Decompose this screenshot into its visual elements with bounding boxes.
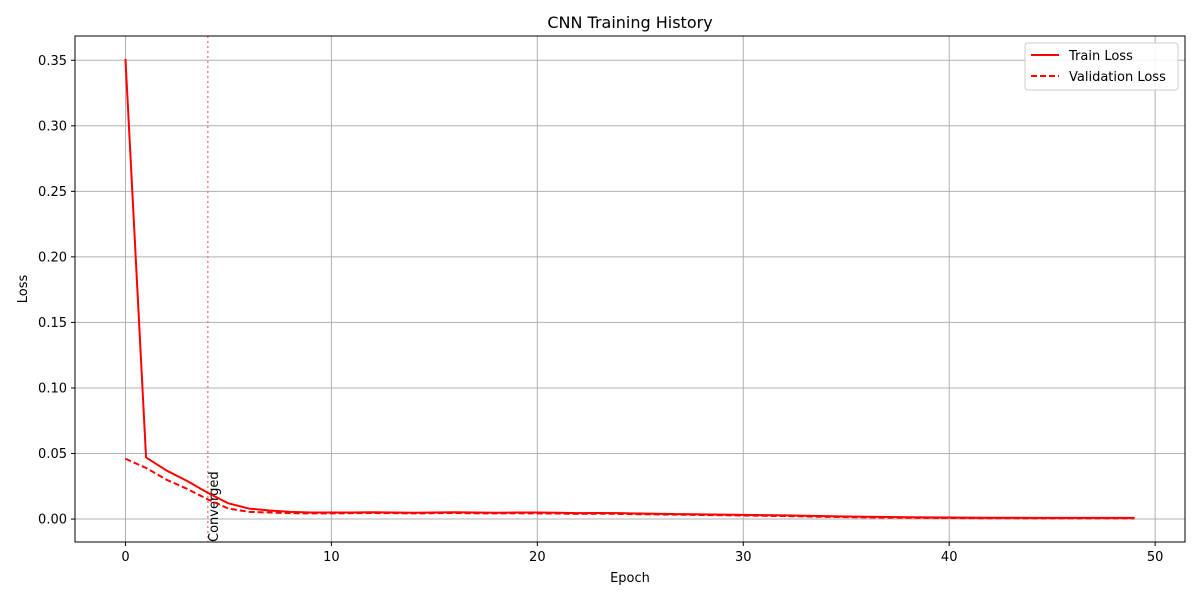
x-tick-label: 40 [941, 550, 958, 565]
legend: Train Loss Validation Loss [1024, 42, 1179, 91]
y-tick-label: 0.20 [38, 250, 67, 265]
train-loss-line [124, 58, 1135, 519]
y-tick-label: 0.00 [38, 513, 67, 528]
chart-title: CNN Training History [547, 13, 712, 32]
legend-label-train-loss: Train Loss [1068, 49, 1133, 64]
x-axis-ticks: 0 10 20 30 40 50 [121, 542, 1163, 565]
x-tick-label: 0 [121, 550, 129, 565]
converged-label: Converged [207, 471, 222, 542]
x-tick-label: 20 [529, 550, 546, 565]
y-tick-label: 0.25 [38, 185, 67, 200]
y-tick-label: 0.05 [38, 447, 67, 462]
plot-area [74, 35, 1186, 543]
y-tick-label: 0.30 [38, 119, 67, 134]
y-axis-ticks: 0.00 0.05 0.10 0.15 0.20 0.25 0.30 0.35 [38, 54, 75, 528]
validation-loss-line [125, 457, 1135, 520]
series-layer [124, 58, 1135, 520]
y-axis-label: Loss [16, 275, 31, 304]
legend-label-validation-loss: Validation Loss [1069, 70, 1166, 85]
legend-box [1024, 42, 1179, 91]
y-tick-label: 0.10 [38, 381, 67, 396]
y-tick-label: 0.15 [38, 316, 67, 331]
y-tick-label: 0.35 [38, 54, 67, 69]
x-tick-label: 10 [323, 550, 340, 565]
x-tick-label: 30 [735, 550, 752, 565]
annotation-layer: Converged [207, 36, 222, 542]
grid [75, 36, 1185, 542]
x-tick-label: 50 [1147, 550, 1164, 565]
x-axis-label: Epoch [610, 571, 650, 586]
